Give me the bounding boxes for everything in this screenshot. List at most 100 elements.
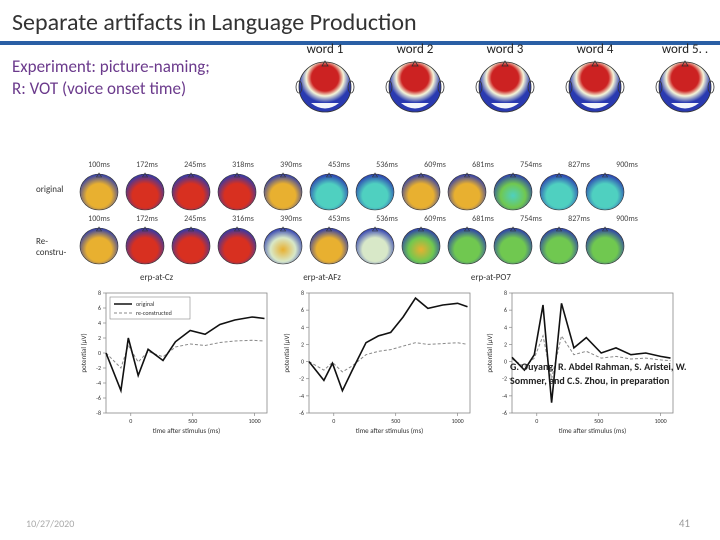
topomap-small-icon xyxy=(262,172,304,212)
footer-date: 10/27/2020 xyxy=(26,517,74,530)
topomap-small-icon xyxy=(308,172,350,212)
word-label: word 3 xyxy=(487,42,524,57)
svg-text:0: 0 xyxy=(332,417,335,425)
time-tick: 453ms xyxy=(318,160,360,170)
time-tick: 318ms xyxy=(222,160,264,170)
svg-text:time after stimulus (ms): time after stimulus (ms) xyxy=(153,426,221,435)
svg-text:1000: 1000 xyxy=(249,417,261,425)
topomap-row-original xyxy=(78,172,690,212)
svg-text:0: 0 xyxy=(129,417,132,425)
topomap-small-icon xyxy=(170,172,212,212)
topomap-small-icon xyxy=(584,226,626,266)
topomap-head-icon xyxy=(655,59,715,114)
time-tick: 100ms xyxy=(78,160,120,170)
svg-text:potential (µV): potential (µV) xyxy=(485,333,494,372)
topomap-head-icon xyxy=(295,59,355,114)
erp-titles: erp-at-Cz erp-at-AFz erp-at-PO7 xyxy=(140,272,690,283)
time-tick: 316ms xyxy=(222,214,264,224)
erp-plot: -6 -4 -2 0 2 4 6 8 0 500 1000 time after… xyxy=(281,287,476,437)
word-item: word 3 xyxy=(470,42,540,114)
time-tick: 827ms xyxy=(558,214,600,224)
topomap-small-icon xyxy=(584,172,626,212)
time-tick: 754ms xyxy=(510,214,552,224)
topomap-row-recon xyxy=(78,226,690,266)
topomap-small-icon xyxy=(78,172,120,212)
word-label: word 5. . xyxy=(662,42,708,57)
svg-text:500: 500 xyxy=(188,417,197,425)
erp-plot: -8 -6 -4 -2 0 2 4 6 8 0 500 1000 time af… xyxy=(78,287,273,437)
topomap-small-icon xyxy=(262,226,304,266)
time-tick: 900ms xyxy=(606,214,648,224)
time-tick: 453ms xyxy=(318,214,360,224)
time-tick: 245ms xyxy=(174,214,216,224)
page-title: Separate artifacts in Language Productio… xyxy=(0,0,720,41)
svg-text:8: 8 xyxy=(504,289,507,297)
time-tick: 390ms xyxy=(270,214,312,224)
svg-text:-8: -8 xyxy=(96,409,101,417)
svg-text:re-constructed: re-constructed xyxy=(136,309,172,317)
topomap-small-icon xyxy=(308,226,350,266)
topomap-small-icon xyxy=(446,172,488,212)
topomap-head-icon xyxy=(385,59,445,114)
topomap-head-icon xyxy=(475,59,535,114)
svg-text:time after stimulus (ms): time after stimulus (ms) xyxy=(356,426,424,435)
topomap-small-icon xyxy=(400,226,442,266)
topomap-small-icon xyxy=(124,172,166,212)
topomap-small-icon xyxy=(492,226,534,266)
experiment-line1: Experiment: picture-naming; xyxy=(12,56,210,78)
word-label: word 2 xyxy=(397,42,434,57)
svg-text:6: 6 xyxy=(504,306,507,314)
citation-text: G. Ouyang, R. Abdel Rahman, S. Aristei, … xyxy=(510,360,690,387)
topomap-small-icon xyxy=(170,226,212,266)
svg-text:0: 0 xyxy=(301,358,304,366)
svg-text:potential (µV): potential (µV) xyxy=(282,333,291,372)
time-ticks-original: 100ms172ms245ms318ms390ms453ms536ms609ms… xyxy=(78,160,690,170)
svg-text:-6: -6 xyxy=(299,409,304,417)
word-label: word 4 xyxy=(577,42,614,57)
topomap-small-icon xyxy=(78,226,120,266)
word-topomap-row: word 1 word 2 word 3 xyxy=(290,42,720,114)
svg-text:0: 0 xyxy=(504,358,507,366)
word-item: word 4 xyxy=(560,42,630,114)
topomap-small-icon xyxy=(400,172,442,212)
svg-text:1000: 1000 xyxy=(655,417,667,425)
time-tick: 536ms xyxy=(366,214,408,224)
svg-text:4: 4 xyxy=(98,319,101,327)
svg-text:2: 2 xyxy=(504,340,507,348)
time-ticks-recon: 100ms 172ms 245ms 316ms 390ms 453ms 536ms 609ms… xyxy=(78,214,690,224)
svg-text:original: original xyxy=(136,300,154,308)
footer-page-number: 41 xyxy=(679,517,690,530)
topomap-small-icon xyxy=(354,226,396,266)
time-tick: 172ms xyxy=(126,214,168,224)
row-label-original: original xyxy=(36,184,63,195)
topomap-small-icon xyxy=(492,172,534,212)
topomap-head-icon xyxy=(565,59,625,114)
row-label-recon: Re- constru- xyxy=(36,236,66,258)
time-tick: 100ms xyxy=(78,214,120,224)
svg-text:0: 0 xyxy=(98,349,101,357)
time-tick: 900ms xyxy=(606,160,648,170)
svg-text:8: 8 xyxy=(98,289,101,297)
time-tick: 609ms xyxy=(414,214,456,224)
svg-text:-4: -4 xyxy=(299,392,304,400)
time-tick: 609ms xyxy=(414,160,456,170)
svg-text:time after stimulus (ms): time after stimulus (ms) xyxy=(559,426,627,435)
time-tick: 536ms xyxy=(366,160,408,170)
svg-text:-2: -2 xyxy=(299,375,304,383)
erp-title-po7: erp-at-PO7 xyxy=(471,272,511,283)
word-label: word 1 xyxy=(307,42,344,57)
svg-text:500: 500 xyxy=(594,417,603,425)
topomap-small-icon xyxy=(446,226,488,266)
svg-text:-6: -6 xyxy=(96,394,101,402)
svg-text:-6: -6 xyxy=(502,409,507,417)
svg-text:0: 0 xyxy=(535,417,538,425)
topomap-small-icon xyxy=(538,226,580,266)
svg-text:4: 4 xyxy=(504,323,507,331)
word-item: word 1 xyxy=(290,42,360,114)
svg-text:500: 500 xyxy=(391,417,400,425)
experiment-description: Experiment: picture-naming; R: VOT (voic… xyxy=(12,56,210,100)
time-tick: 245ms xyxy=(174,160,216,170)
word-item: word 2 xyxy=(380,42,450,114)
svg-text:-4: -4 xyxy=(96,379,101,387)
svg-text:6: 6 xyxy=(301,306,304,314)
